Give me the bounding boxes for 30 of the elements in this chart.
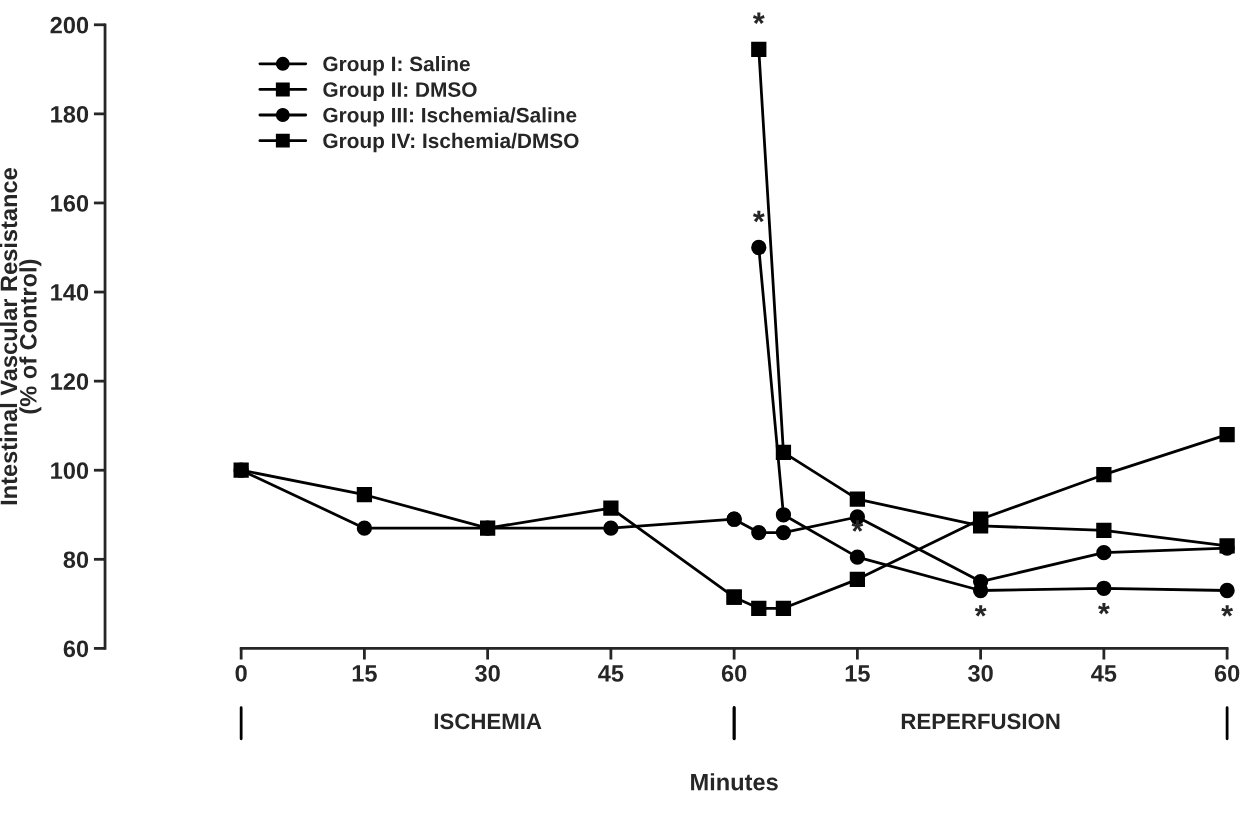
x-tick-label: 15 [352, 665, 377, 682]
y-tick-label: 60 [63, 640, 89, 658]
y-axis-title: Intestinal Vascular Resistance (% of Control) [0, 168, 42, 505]
legend-label: Group IV: Ischemia/DMSO [323, 132, 579, 153]
x-tick-label: 60 [1214, 665, 1240, 682]
annotation: * [1221, 605, 1234, 617]
y-tick-label: 120 [51, 373, 89, 390]
y-tick-label: 200 [50, 16, 89, 34]
annotation: * [974, 605, 987, 617]
x-tick-label: 30 [968, 665, 993, 682]
y-tick-label: 140 [51, 284, 89, 301]
legend-label: Group III: Ischemia/Saline [323, 107, 577, 127]
y-tick-label: 160 [51, 195, 89, 212]
x-tick-label: 45 [1091, 665, 1117, 682]
y-tick-label: 100 [51, 462, 89, 480]
text: ISCHEMIA [434, 713, 542, 730]
x-tick-label: 30 [475, 665, 500, 682]
y-tick-label: 180 [51, 105, 89, 123]
annotation: * [1098, 602, 1110, 615]
x-axis-title: Minutes [691, 773, 778, 791]
legend-label: Group II: DMSO [323, 82, 477, 102]
x-tick-label: 60 [721, 665, 747, 682]
legend-label: Group I: Saline [323, 56, 470, 76]
x-tick-label: 45 [598, 665, 624, 682]
x-tick-label: 15 [845, 665, 870, 682]
annotation: * [752, 12, 765, 24]
annotation: * [752, 210, 765, 223]
x-tick-label: 0 [235, 665, 247, 682]
text: REPERFUSION [901, 713, 1060, 730]
y-tick-label: 80 [63, 551, 89, 569]
